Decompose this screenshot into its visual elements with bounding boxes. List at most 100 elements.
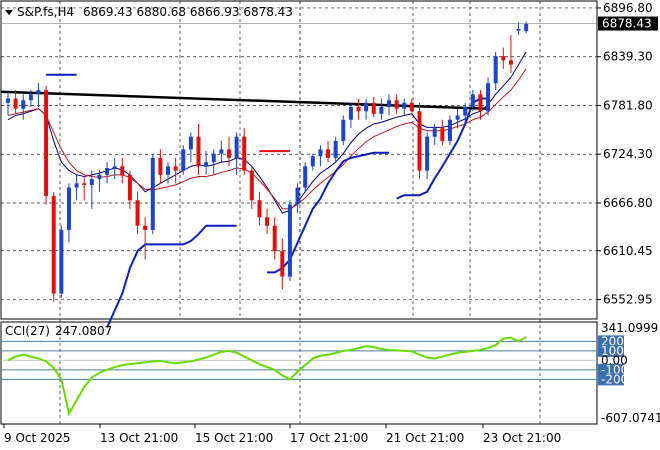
candle <box>295 183 300 213</box>
candle <box>318 145 323 167</box>
candle-body <box>310 156 315 167</box>
candle-body <box>341 119 346 141</box>
candle-body <box>97 174 102 180</box>
candle-body <box>447 119 452 141</box>
candle <box>82 176 87 201</box>
x-tick-label: 9 Oct 2025 <box>4 431 71 445</box>
candle-body <box>21 100 26 109</box>
price-tick-label: 6552.95 <box>603 293 653 307</box>
candle-body <box>402 102 407 109</box>
current-price-tag <box>598 16 658 31</box>
indicator-lines <box>0 51 527 328</box>
candle <box>234 132 239 175</box>
candle <box>21 94 26 120</box>
candle <box>219 140 224 163</box>
candle-body <box>28 94 33 101</box>
x-tick-label: 17 Oct 21:00 <box>290 431 368 445</box>
candle-body <box>501 56 506 61</box>
candle <box>257 191 262 226</box>
candle-body <box>181 149 186 171</box>
cci-name-label: CCI(27) <box>5 324 50 338</box>
candle <box>287 200 292 281</box>
candle-body <box>196 136 201 167</box>
candle-body <box>59 229 64 294</box>
candle-body <box>364 102 369 112</box>
candle-body <box>127 174 132 201</box>
price-tick-label: 6724.30 <box>603 147 653 161</box>
cci-tick-label: 341.0999 <box>601 321 658 335</box>
candle <box>74 174 79 201</box>
candle-body <box>272 225 277 252</box>
current-price-label: 6878.43 <box>602 17 652 31</box>
candle <box>447 115 452 146</box>
price-tick-label: 6781.80 <box>603 98 653 112</box>
candle-body <box>463 107 468 116</box>
cci-value-label: 247.0807 <box>55 324 112 338</box>
candle <box>478 90 483 120</box>
candle-body <box>204 162 209 167</box>
candle-body <box>387 100 391 107</box>
cci-level-tag <box>598 335 624 348</box>
candle-body <box>143 225 148 230</box>
candle-body <box>173 166 178 171</box>
price-tick-label: 6839.30 <box>603 50 653 64</box>
candle <box>28 90 33 107</box>
candle <box>470 90 475 112</box>
candle-body <box>417 111 422 171</box>
price-tick-label: 6666.80 <box>603 196 653 210</box>
candle <box>280 238 285 290</box>
candle-body <box>226 149 231 158</box>
candle <box>417 102 422 180</box>
cci-line <box>7 336 527 417</box>
candle-body <box>135 200 140 226</box>
cci-tick-label: -607.0741 <box>601 411 660 425</box>
candle-body <box>166 166 171 175</box>
candle <box>89 170 94 209</box>
candle <box>402 98 407 116</box>
candle-body <box>379 107 384 114</box>
candle <box>310 153 315 171</box>
candle <box>501 47 506 69</box>
candle <box>51 191 56 303</box>
candle-body <box>318 149 323 157</box>
chart-dropdown-icon[interactable] <box>5 10 13 15</box>
candle-body <box>371 102 376 114</box>
candle <box>120 157 125 184</box>
cci-header: CCI(27) 247.0807 <box>5 324 112 338</box>
candle <box>272 217 277 260</box>
candles <box>6 21 529 303</box>
candle-body <box>44 90 49 197</box>
candle <box>409 98 414 116</box>
candle-body <box>89 179 94 186</box>
candle <box>36 83 41 107</box>
candle-body <box>295 187 300 205</box>
candle <box>158 149 163 184</box>
candle <box>516 22 521 35</box>
candle <box>394 94 399 114</box>
candle <box>265 208 270 235</box>
candle <box>486 77 491 116</box>
slow_ma-line <box>7 68 527 210</box>
price-panel-frame <box>0 0 598 320</box>
ohlc-label: 6869.43 6880.68 6866.93 6878.43 <box>83 5 293 19</box>
candle-body <box>242 136 247 171</box>
candle-body <box>120 166 125 175</box>
cci-level-tag <box>598 373 624 386</box>
price-tick-label: 6610.45 <box>603 244 653 258</box>
candle <box>508 34 513 74</box>
symbol-label: S&P.fs,H4 <box>17 5 74 19</box>
candle-body <box>66 187 71 230</box>
candle-body <box>105 168 110 175</box>
candle <box>44 85 49 205</box>
candle-body <box>265 217 270 226</box>
candle <box>333 136 338 163</box>
candle <box>303 162 308 192</box>
candle <box>181 145 186 175</box>
candle-body <box>470 94 475 107</box>
candle-body <box>188 136 193 150</box>
candle <box>166 162 171 184</box>
candle <box>196 123 201 175</box>
candle-body <box>287 204 292 277</box>
